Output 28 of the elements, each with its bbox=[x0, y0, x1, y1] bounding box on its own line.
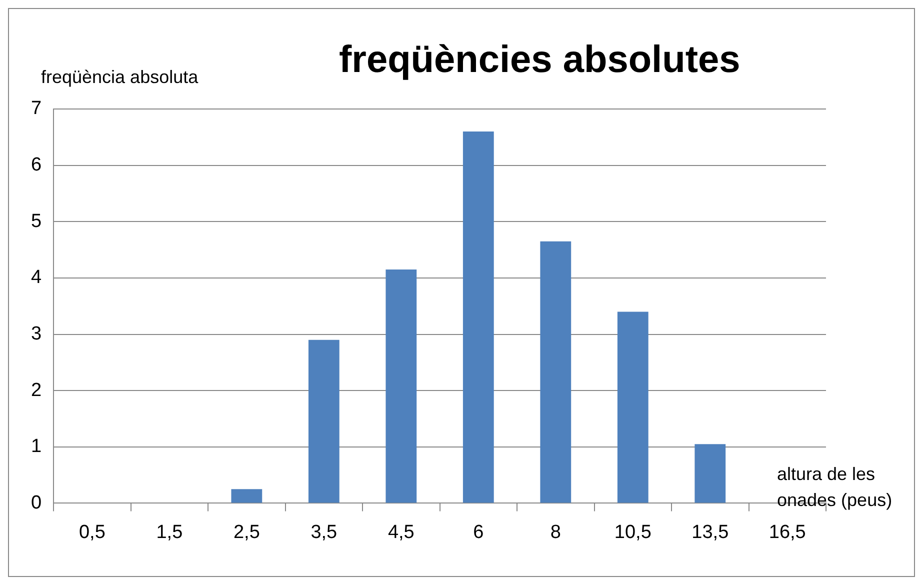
y-tick-label: 2 bbox=[30, 380, 42, 401]
y-tick-label: 3 bbox=[30, 323, 42, 344]
bar bbox=[386, 269, 417, 503]
bar bbox=[231, 489, 262, 503]
x-tick-label: 2,5 bbox=[233, 522, 260, 543]
bar bbox=[694, 444, 726, 503]
x-tick-label: 3,5 bbox=[310, 522, 338, 543]
bar bbox=[617, 312, 648, 503]
x-tick-label: 0,5 bbox=[78, 522, 106, 543]
y-axis-title: freqüència absoluta bbox=[41, 67, 198, 88]
y-tick-label: 7 bbox=[30, 98, 42, 120]
bar bbox=[462, 132, 494, 503]
y-tick-label: 0 bbox=[30, 492, 42, 514]
x-tick-label: 13,5 bbox=[692, 522, 729, 543]
y-tick-label: 5 bbox=[30, 210, 42, 232]
x-tick-label: 16,5 bbox=[768, 522, 806, 543]
y-tick-label: 4 bbox=[30, 267, 42, 288]
x-tick-label: 8 bbox=[550, 522, 561, 543]
bar bbox=[540, 241, 572, 503]
x-axis-title: altura de les onades (peus) bbox=[777, 463, 894, 512]
x-tick-label: 10,5 bbox=[614, 522, 652, 543]
x-tick-label: 6 bbox=[473, 522, 484, 543]
chart-title: freqüències absolutes bbox=[339, 39, 740, 82]
y-tick-label: 6 bbox=[30, 154, 42, 176]
x-tick-label: 4,5 bbox=[388, 522, 414, 543]
x-tick-label: 1,5 bbox=[156, 522, 183, 543]
bar bbox=[308, 340, 340, 503]
y-tick-label: 1 bbox=[30, 436, 42, 458]
